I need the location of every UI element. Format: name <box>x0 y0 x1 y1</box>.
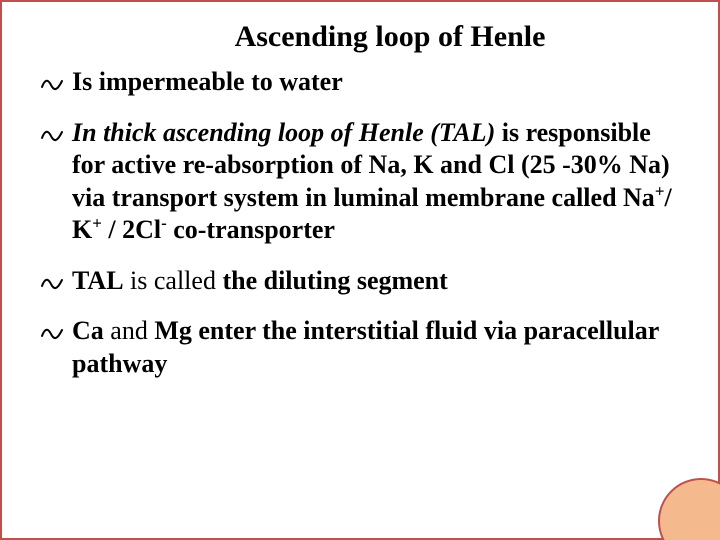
text-run: and <box>104 316 155 345</box>
text-run: + <box>655 181 665 200</box>
text-run: TAL <box>72 266 124 295</box>
text-run: Is <box>72 67 99 96</box>
text-run: In thick ascending loop of Henle (TAL) <box>72 118 495 147</box>
bullet-text: Ca and Mg enter the interstitial fluid v… <box>72 316 659 378</box>
text-run: Mg enter the interstitial fluid via para… <box>72 316 659 378</box>
slide-content: Is impermeable to water In thick ascendin… <box>40 66 680 380</box>
bullet-text: Is impermeable to water <box>72 67 343 96</box>
bullet-item: TAL is called the diluting segment <box>40 265 680 298</box>
bullet-icon <box>40 321 64 349</box>
accent-circle <box>658 478 720 540</box>
text-run: is called <box>124 266 223 295</box>
bullet-item: In thick ascending loop of Henle (TAL) i… <box>40 117 680 247</box>
bullet-text: In thick ascending loop of Henle (TAL) i… <box>72 118 672 245</box>
text-run: co-transporter <box>167 215 335 244</box>
text-run: impermeable <box>99 67 245 96</box>
bullet-icon <box>40 72 64 100</box>
bullet-icon <box>40 271 64 299</box>
bullet-item: Ca and Mg enter the interstitial fluid v… <box>40 315 680 380</box>
bullet-item: Is impermeable to water <box>40 66 680 99</box>
text-run: Ca <box>72 316 104 345</box>
bullet-text: TAL is called the diluting segment <box>72 266 448 295</box>
text-run: to water <box>245 67 343 96</box>
slide-frame: Ascending loop of Henle Is impermeable t… <box>0 0 720 540</box>
slide-title: Ascending loop of Henle <box>100 20 680 54</box>
text-run: Na <box>623 183 655 212</box>
text-run: / 2Cl <box>102 215 161 244</box>
text-run: + <box>92 213 102 232</box>
text-run: the diluting segment <box>222 266 447 295</box>
bullet-icon <box>40 123 64 151</box>
